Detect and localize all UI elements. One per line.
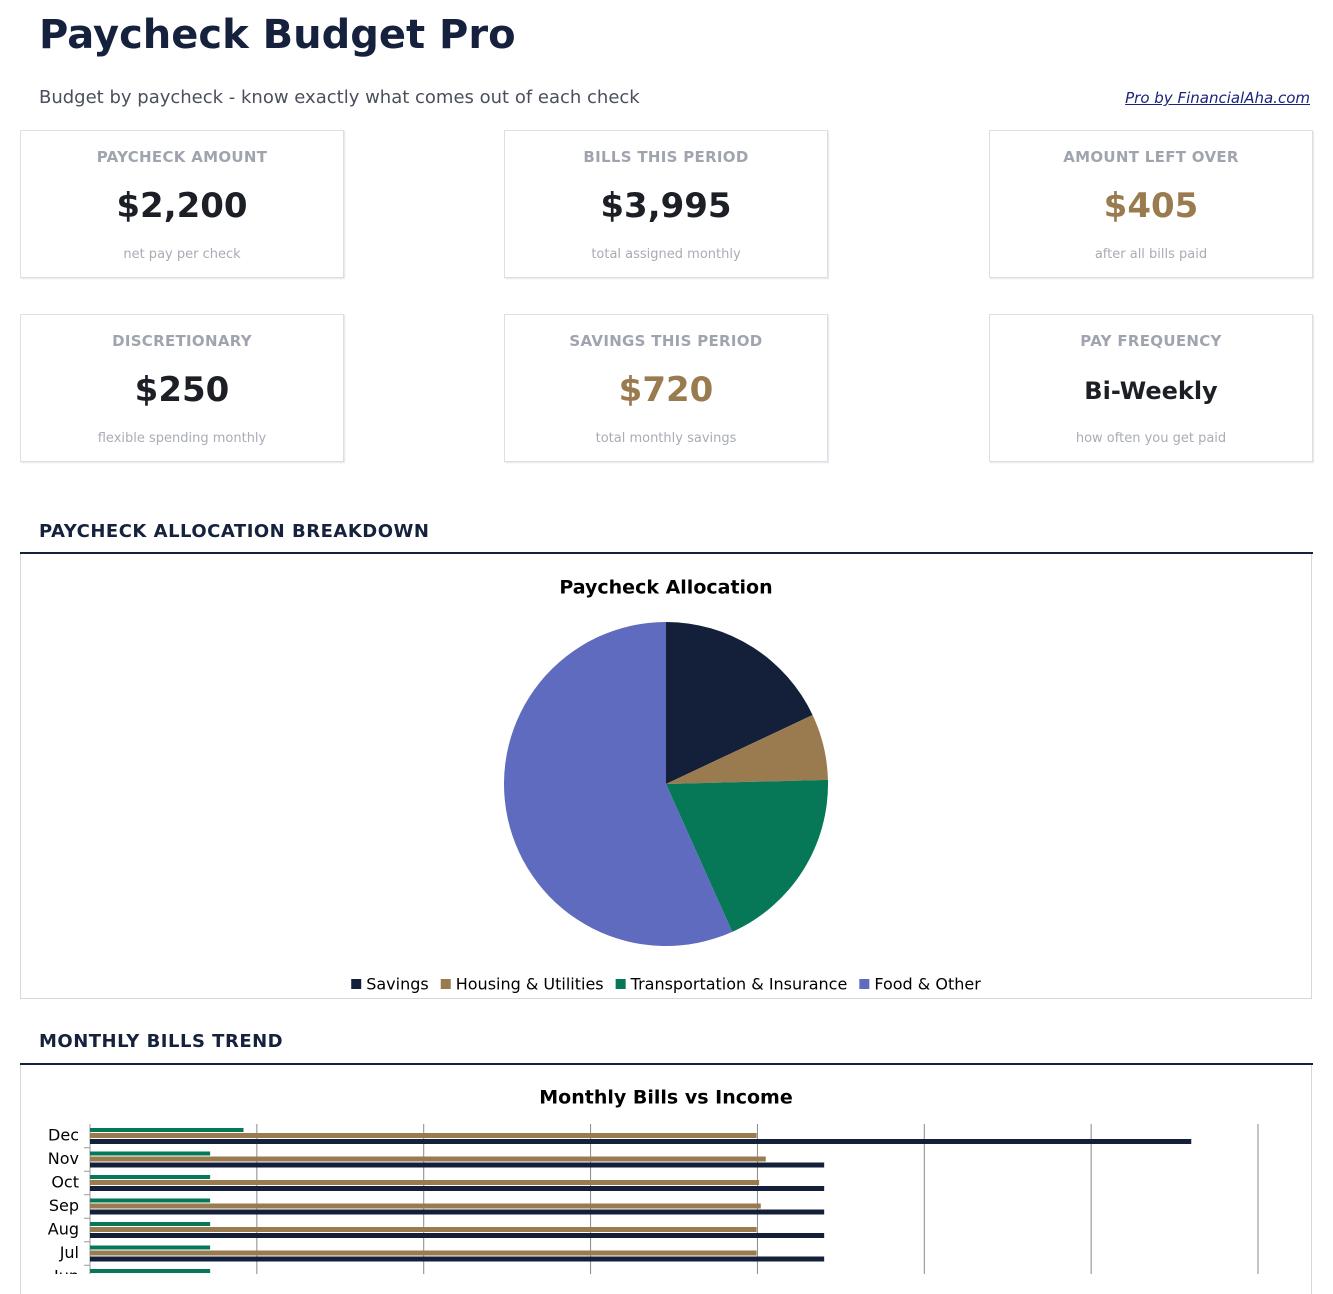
stat-card: BILLS THIS PERIOD $3,995 total assigned mo…	[504, 130, 828, 278]
bar	[90, 1250, 757, 1256]
bar	[90, 1139, 1192, 1144]
legend-swatch	[615, 979, 626, 989]
card-note: how often you get paid	[1075, 431, 1227, 446]
pie-slice	[504, 622, 733, 946]
y-tick-label: Nov	[48, 1149, 79, 1168]
card-note: flexible spending monthly	[97, 431, 267, 446]
y-tick-label: Sep	[49, 1196, 79, 1215]
bar	[90, 1227, 757, 1232]
card-note: total monthly savings	[595, 431, 737, 446]
legend-swatch	[440, 979, 451, 989]
chart-title: Paycheck Allocation	[559, 577, 772, 599]
card-label: PAYCHECK AMOUNT	[96, 148, 268, 166]
bar	[90, 1162, 825, 1168]
bar	[90, 1151, 211, 1156]
pie-slice	[666, 715, 828, 784]
card-value: $405	[1103, 186, 1199, 226]
chart-box	[20, 1065, 1312, 1294]
chart-box	[20, 554, 1312, 999]
bar	[90, 1233, 825, 1238]
card-value: $250	[134, 370, 230, 410]
bar	[90, 1209, 825, 1215]
y-tick-label: Dec	[48, 1126, 79, 1145]
chart-title: Monthly Bills vs Income	[539, 1087, 792, 1109]
section-rule	[20, 552, 1313, 554]
y-tick-label: Jun	[53, 1267, 79, 1275]
pie-chart: Paycheck Allocation Savings Housing & Uti…	[351, 577, 981, 994]
card-value: $2,200	[116, 186, 248, 226]
bar	[90, 1269, 211, 1273]
y-tick-label: Jul	[59, 1243, 79, 1262]
bar	[90, 1180, 760, 1185]
bar	[90, 1203, 761, 1209]
stat-card: AMOUNT LEFT OVER $405 after all bills paid	[989, 130, 1313, 278]
pie-slice	[666, 622, 813, 784]
bar	[90, 1186, 825, 1191]
bar	[90, 1156, 766, 1162]
card-value: Bi-Weekly	[1084, 377, 1218, 405]
bar	[90, 1222, 211, 1226]
legend-label: Transportation & Insurance	[630, 975, 848, 994]
card-note: net pay per check	[123, 247, 241, 262]
stat-card: PAYCHECK AMOUNT $2,200 net pay per check	[20, 130, 344, 278]
app-title: Paycheck Budget Pro	[39, 12, 516, 58]
card-note: total assigned monthly	[591, 247, 741, 262]
bar	[90, 1133, 757, 1138]
y-tick-label: Oct	[51, 1173, 79, 1192]
legend-label: Housing & Utilities	[456, 975, 604, 994]
app-subtitle: Budget by paycheck - know exactly what c…	[39, 87, 640, 108]
y-tick-label: Aug	[48, 1220, 79, 1239]
card-note: after all bills paid	[1094, 247, 1208, 262]
card-label: SAVINGS THIS PERIOD	[569, 332, 763, 350]
section-rule	[20, 1063, 1313, 1065]
bar-chart: Monthly Bills vs Income Jun Jul Aug Sep Oct N…	[48, 1087, 1259, 1275]
legend-label: Food & Other	[874, 975, 981, 994]
stat-card: SAVINGS THIS PERIOD $720 total monthly sav…	[504, 314, 828, 462]
legend-swatch	[351, 979, 362, 989]
legend-swatch	[859, 979, 870, 989]
pro-link[interactable]: Pro by FinancialAha.com	[1125, 89, 1310, 107]
bar	[90, 1256, 825, 1262]
card-label: BILLS THIS PERIOD	[583, 148, 749, 166]
section-title: MONTHLY BILLS TREND	[39, 1031, 284, 1052]
legend-label: Savings	[366, 975, 429, 994]
card-value: $3,995	[600, 186, 732, 226]
card-value: $720	[618, 370, 714, 410]
stat-card: PAY FREQUENCY Bi-Weekly how often you get …	[989, 314, 1313, 462]
bar	[90, 1128, 244, 1132]
section-title: PAYCHECK ALLOCATION BREAKDOWN	[39, 521, 430, 542]
pie-slice	[666, 779, 828, 932]
bar	[90, 1198, 211, 1203]
bar	[90, 1245, 211, 1250]
card-label: PAY FREQUENCY	[1080, 332, 1222, 350]
card-label: AMOUNT LEFT OVER	[1063, 148, 1239, 166]
bar	[90, 1175, 211, 1179]
stat-card: DISCRETIONARY $250 flexible spending month…	[20, 314, 344, 462]
card-label: DISCRETIONARY	[112, 332, 252, 350]
